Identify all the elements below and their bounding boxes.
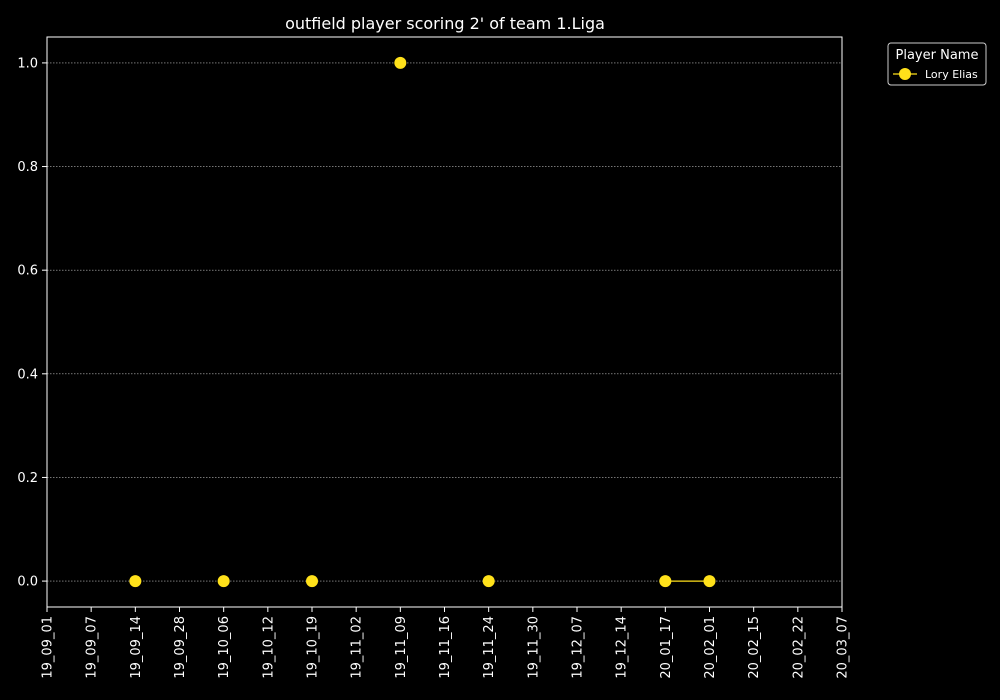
x-tick-label: 20_02_22 <box>791 616 806 679</box>
x-tick-label: 19_12_14 <box>615 616 630 679</box>
data-point <box>659 575 672 588</box>
x-tick-label: 19_11_24 <box>482 616 497 679</box>
x-tick-label: 20_01_17 <box>659 616 674 679</box>
legend-marker <box>899 68 911 80</box>
x-tick-label: 19_10_06 <box>217 616 232 679</box>
x-axis: 19_09_01 19_09_07 19_09_14 19_09_28 19_10_06… <box>41 607 851 679</box>
series-layer <box>129 56 716 588</box>
x-tick-label: 19_12_07 <box>571 616 586 679</box>
x-tick-label: 19_11_02 <box>350 616 365 679</box>
y-axis: 0.0 0.2 0.4 0.6 0.8 1.0 <box>17 56 47 590</box>
x-tick-label: 19_09_28 <box>173 616 188 679</box>
data-point <box>217 575 230 588</box>
data-point <box>306 575 318 588</box>
x-tick-label: 19_09_14 <box>129 616 144 679</box>
legend-title: Player Name <box>896 48 979 63</box>
x-tick-label: 19_11_16 <box>438 616 453 679</box>
x-tick-label: 19_11_09 <box>394 616 409 679</box>
grid-lines <box>47 62 842 582</box>
x-tick-label: 20_03_07 <box>836 616 851 679</box>
data-point <box>129 575 142 588</box>
x-tick-label: 20_02_01 <box>703 616 718 679</box>
y-tick-label: 0.2 <box>17 471 38 486</box>
x-tick-label: 19_09_01 <box>41 616 56 679</box>
x-tick-label: 19_10_12 <box>261 616 276 679</box>
y-tick-label: 1.0 <box>17 56 38 71</box>
x-tick-label: 20_02_15 <box>747 616 762 679</box>
legend-entry-label: Lory Elias <box>925 68 978 81</box>
x-tick-label: 19_11_30 <box>526 616 541 679</box>
chart-title: outfield player scoring 2' of team 1.Lig… <box>285 14 605 33</box>
y-tick-label: 0.6 <box>17 264 38 279</box>
y-tick-label: 0.0 <box>17 575 38 590</box>
data-point <box>703 575 716 588</box>
y-tick-label: 0.8 <box>17 160 38 175</box>
x-tick-label: 19_10_19 <box>306 616 321 679</box>
x-tick-label: 19_09_07 <box>85 616 100 679</box>
data-point <box>482 575 495 588</box>
legend: Player Name Lory Elias <box>887 42 987 86</box>
y-tick-label: 0.4 <box>17 367 38 382</box>
data-point <box>394 56 407 69</box>
